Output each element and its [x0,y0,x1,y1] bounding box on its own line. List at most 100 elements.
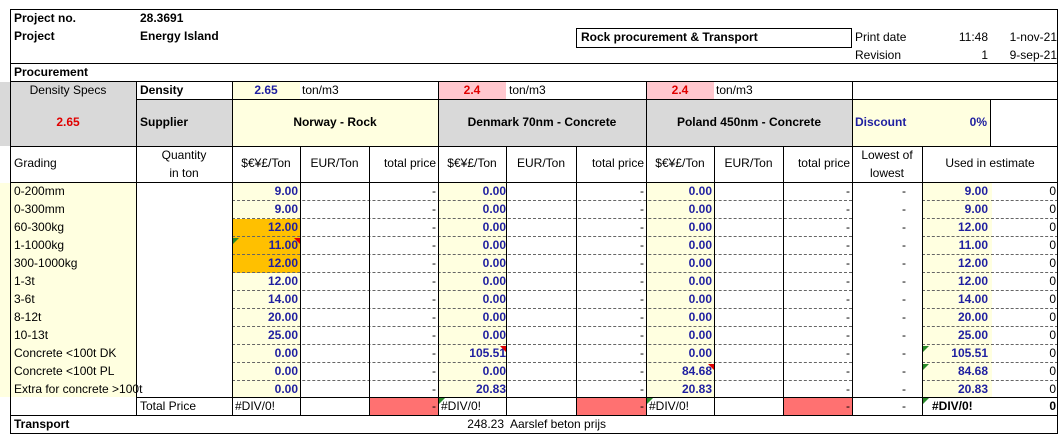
norway-supplier-name[interactable]: Norway - Rock [293,115,377,129]
norway-price-cell[interactable]: 0.00 [274,364,298,378]
poland-price-cell[interactable]: 0.00 [688,220,712,234]
norway-price-cell[interactable]: 12.00 [267,220,298,234]
poland-price-cell[interactable]: 0.00 [688,184,712,198]
row-separator [922,308,1058,309]
poland-price-cell[interactable]: 0.00 [688,346,712,360]
norway-density[interactable]: 2.65 [254,83,278,97]
poland-price-cell[interactable]: 0.00 [688,274,712,288]
denmark-supplier-name[interactable]: Denmark 70nm - Concrete [467,115,617,129]
comment-indicator-icon[interactable] [500,346,506,352]
row-separator [232,380,852,381]
note-indicator-icon[interactable] [233,238,239,244]
poland-total-cell: - [846,346,850,360]
lowest-header-line2: lowest [869,166,904,180]
poland-price-cell[interactable]: 0.00 [688,328,712,342]
used-total-cell: 0 [1049,220,1056,234]
grid-line [506,146,507,416]
denmark-price-cell[interactable]: 0.00 [482,256,506,270]
procurement-section-label: Procurement [14,65,89,79]
grid-line [990,100,991,146]
row-separator [232,272,852,273]
used-price-cell: 12.00 [957,220,988,234]
poland-price-cell[interactable]: 0.00 [688,238,712,252]
note-indicator-icon[interactable] [923,364,929,370]
grading-cell: 3-6t [14,292,35,306]
row-separator [922,326,1058,327]
revision-date[interactable]: 9-sep-21 [1009,48,1057,62]
lowest-cell: - [902,220,906,234]
denmark-total-cell: - [640,184,644,198]
norway-price-cell[interactable]: 20.00 [267,310,298,324]
norway-price-cell[interactable]: 11.00 [268,238,298,252]
denmark-price-cell[interactable]: 0.00 [482,274,506,288]
note-indicator-icon[interactable] [647,398,653,404]
revision-value[interactable]: 1 [981,48,988,62]
lowest-cell: - [902,346,906,360]
project-no-value[interactable]: 28.3691 [140,11,184,25]
poland-density-unit: ton/m3 [716,83,753,97]
project-no-label: Project no. [14,11,77,25]
denmark-price-cell[interactable]: 0.00 [482,364,506,378]
norway-price-cell[interactable]: 25.00 [267,328,298,342]
transport-value[interactable]: 248.23 [467,417,504,431]
grid-line [136,81,137,416]
norway-total-cell: - [432,202,436,216]
norway-price-cell[interactable]: 9.00 [274,202,298,216]
lowest-cell: - [902,364,906,378]
denmark-price-cell[interactable]: 0.00 [482,202,506,216]
print-time: 11:48 [958,30,988,44]
row-separator [232,362,852,363]
orange-highlight-fill [232,219,300,273]
discount-value[interactable]: 0% [969,115,987,129]
used-total-cell: 0 [1049,310,1056,324]
denmark-price-cell[interactable]: 0.00 [482,220,506,234]
norway-price-cell[interactable]: 0.00 [274,382,298,396]
title-box: Rock procurement & Transport [576,28,852,48]
denmark-density-unit: ton/m3 [509,83,546,97]
transport-section-label: Transport [14,417,70,431]
used-price-cell: 12.00 [957,274,988,288]
poland-price-cell[interactable]: 0.00 [688,292,712,306]
norway-density-fill [232,82,300,100]
denmark-price-cell[interactable]: 0.00 [482,310,506,324]
note-indicator-icon[interactable] [923,346,929,352]
denmark-price-cell[interactable]: 0.00 [482,238,506,252]
comment-indicator-icon[interactable] [294,238,300,244]
denmark-density[interactable]: 2.4 [463,83,481,97]
print-date: 1-nov-21 [1009,30,1057,44]
used-price-cell: 9.00 [964,184,988,198]
denmark-price-cell[interactable]: 0.00 [482,328,506,342]
poland-density[interactable]: 2.4 [671,83,689,97]
poland-supplier-name[interactable]: Poland 450nm - Concrete [676,115,822,129]
norway-price-cell[interactable]: 12.00 [267,256,298,270]
lowest-cell: - [902,382,906,396]
denmark-density-fill [438,82,506,100]
grid-line [136,397,1058,398]
norway-price-cell[interactable]: 0.00 [274,346,298,360]
note-indicator-icon[interactable] [923,398,929,404]
norway-price-cell[interactable]: 14.00 [267,292,298,306]
denmark-price-cell[interactable]: 105.51 [469,346,506,360]
comment-indicator-icon[interactable] [708,364,714,370]
row-separator [922,218,1058,219]
poland-price-cell[interactable]: 84.68 [681,364,712,378]
row-separator [922,200,1058,201]
poland-total-header: total price [797,156,850,170]
poland-price-cell[interactable]: 0.00 [688,310,712,324]
denmark-total-header: total price [591,156,644,170]
grid-line [1057,9,1058,434]
poland-total-sum: - [846,399,850,413]
denmark-price-cell[interactable]: 0.00 [482,184,506,198]
norway-price-cell[interactable]: 9.00 [274,184,298,198]
denmark-price-cell[interactable]: 0.00 [482,292,506,306]
denmark-price-cell[interactable]: 20.83 [475,382,506,396]
poland-price-cell[interactable]: 20.83 [681,382,712,396]
poland-price-cell[interactable]: 0.00 [688,256,712,270]
poland-price-cell[interactable]: 0.00 [688,202,712,216]
note-indicator-icon[interactable] [439,398,445,404]
grading-cell: 1-3t [14,274,35,288]
used-price-cell: 20.83 [957,382,988,396]
project-value[interactable]: Energy Island [140,29,219,43]
density-specs-fill [0,82,136,146]
norway-price-cell[interactable]: 12.00 [267,274,298,288]
